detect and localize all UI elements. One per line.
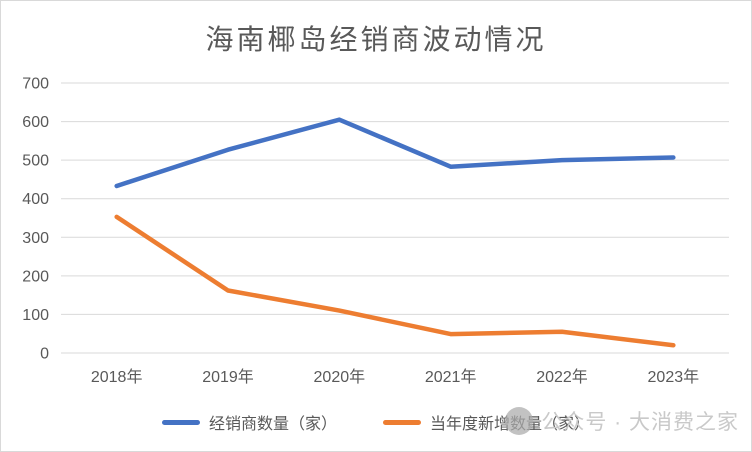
y-axis-tick-label: 100	[22, 307, 49, 324]
x-axis-tick-label: 2018年	[91, 368, 143, 386]
y-axis-tick-label: 700	[22, 76, 49, 93]
x-axis-tick-label: 2019年	[202, 368, 254, 386]
chart-title: 海南椰岛经销商波动情况	[205, 24, 547, 55]
series-line-new-additions	[114, 214, 676, 348]
x-axis-tick-label: 2022年	[536, 368, 588, 386]
x-axis-tick-label: 2021年	[425, 368, 477, 386]
legend-item-new-additions: 当年度新增数量（家）	[383, 410, 590, 434]
legend-label-dealers: 经销商数量（家）	[208, 416, 337, 433]
legend: 经销商数量（家） 当年度新增数量（家）	[1, 410, 751, 434]
legend-swatch-dealers-icon	[161, 419, 200, 425]
y-axis-tick-label: 300	[22, 230, 49, 247]
series-line-dealers	[114, 117, 676, 189]
y-axis-tick-label: 0	[40, 346, 49, 363]
x-axis-tick-label: 2020年	[314, 368, 366, 386]
legend-swatch-new-additions-icon	[383, 419, 421, 425]
y-axis-tick-label: 200	[22, 268, 49, 285]
y-axis-tick-label: 600	[22, 114, 49, 131]
legend-label-new-additions: 当年度新增数量（家）	[430, 416, 591, 433]
legend-item-dealers: 经销商数量（家）	[161, 410, 337, 434]
x-axis-tick-label: 2023年	[648, 368, 700, 386]
y-axis-tick-label: 500	[22, 153, 49, 170]
y-axis-tick-label: 400	[22, 191, 49, 208]
